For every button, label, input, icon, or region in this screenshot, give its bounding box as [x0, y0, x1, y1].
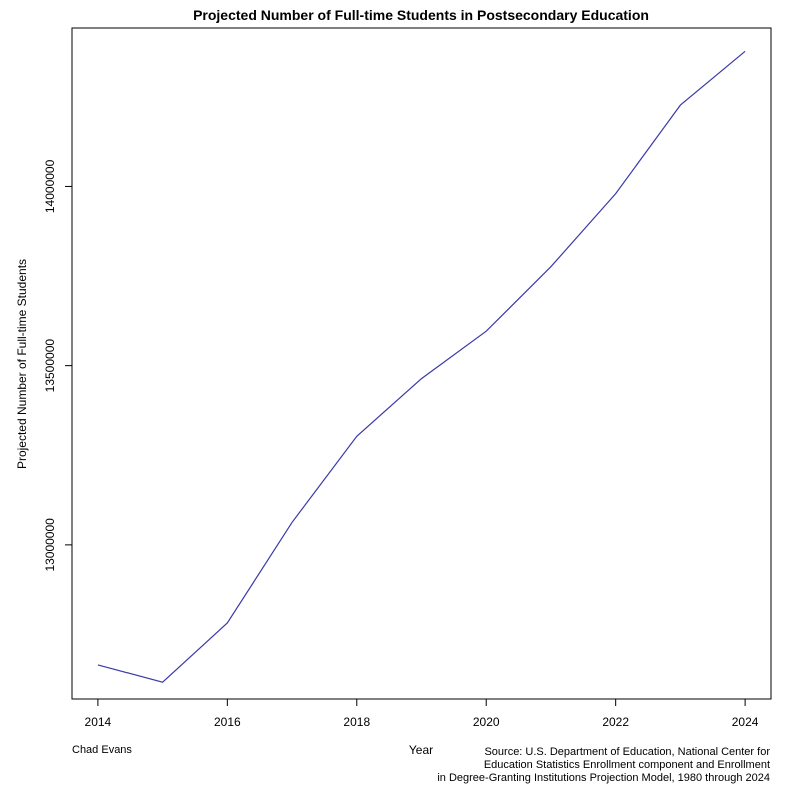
- chart-title: Projected Number of Full-time Students i…: [193, 7, 649, 23]
- x-tick-label: 2014: [85, 715, 112, 729]
- source-line: Education Statistics Enrollment componen…: [483, 759, 770, 771]
- x-tick-label: 2024: [732, 715, 759, 729]
- x-tick-label: 2016: [214, 715, 241, 729]
- series-line: [97, 50, 746, 683]
- x-tick-label: 2020: [473, 715, 500, 729]
- plot-frame: [71, 27, 772, 700]
- source-line: Source: U.S. Department of Education, Na…: [484, 746, 770, 758]
- source-line: in Degree-Granting Institutions Projecti…: [437, 772, 770, 784]
- y-tick-label: 14000000: [43, 159, 57, 213]
- y-tick-label: 13500000: [43, 339, 57, 393]
- x-tick-label: 2022: [602, 715, 629, 729]
- y-axis-label: Projected Number of Full-time Students: [15, 259, 29, 469]
- author-credit: Chad Evans: [72, 744, 132, 756]
- x-axis: 2014 2016 2018 2020 2022 2024: [85, 699, 759, 729]
- y-axis: 13000000 13500000 14000000: [43, 159, 72, 572]
- x-tick-label: 2018: [343, 715, 370, 729]
- y-tick-label: 13000000: [43, 518, 57, 572]
- x-axis-label: Year: [409, 743, 433, 757]
- source-note: Source: U.S. Department of Education, Na…: [350, 746, 770, 785]
- series-group: [97, 50, 746, 683]
